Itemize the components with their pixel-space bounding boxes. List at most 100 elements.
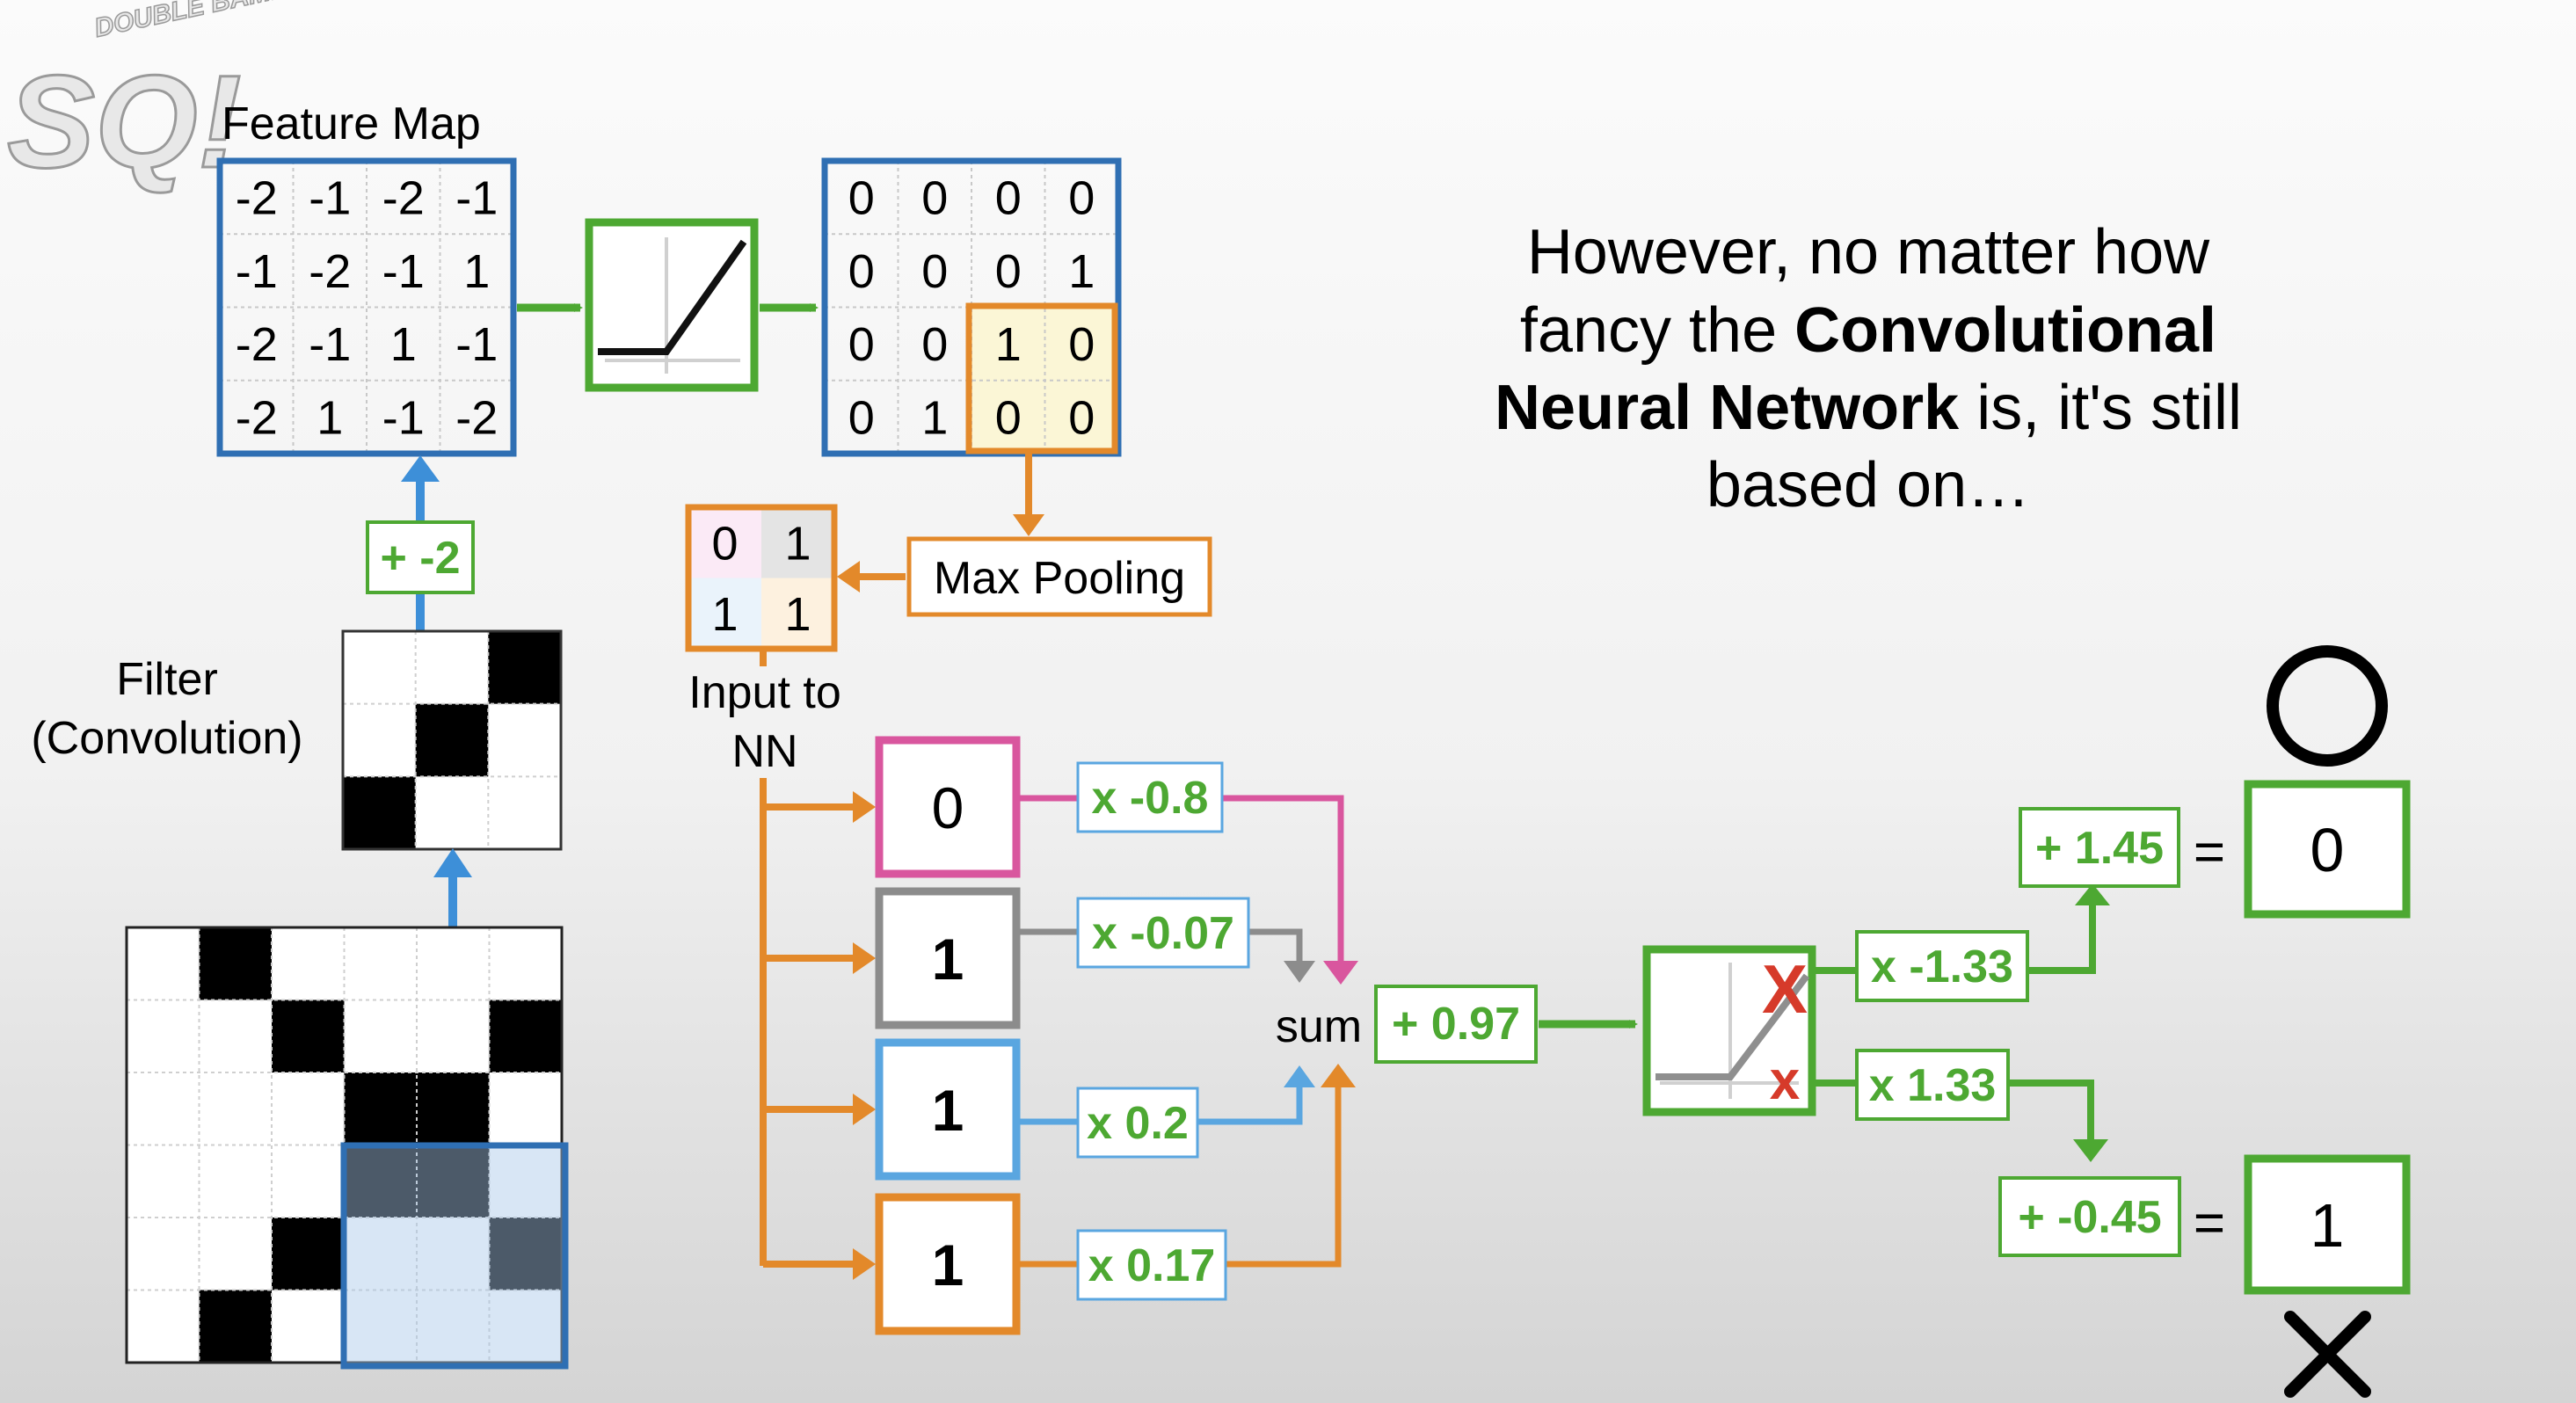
weight-connection-head [1321,1064,1356,1087]
input-nodes: 0 x -0.8 1 x -0.07 1 x 0.2 1 x 0.17 [875,736,1358,1335]
conv-bias-box [366,520,475,594]
feature-map-title: Feature Map [222,98,481,149]
input-image-pixel [489,1000,562,1072]
relu-output-cell: 0 [995,172,1022,225]
relu-output-cell: 0 [995,245,1022,298]
relu-activation-box [585,218,759,392]
arrow-window-to-filter-head [433,848,472,877]
output-weight-label-top: x -1.33 [1871,941,2013,992]
filter-grid [341,629,563,851]
letter-o-icon [2267,645,2388,767]
output-connection-top-head [2075,883,2110,905]
output-weight-box-bottom [1855,1049,2010,1121]
feature-map-cell: -2 [309,245,351,298]
weight-connection-head [1323,961,1358,985]
feature-map-cell: -2 [236,172,278,225]
feature-map-cell: -1 [309,172,351,225]
filter-pixel [415,703,489,777]
pooled-cell: 1 [711,588,738,641]
feature-map-cell: -1 [455,318,498,371]
input-weight-label: x -0.07 [1092,908,1234,959]
input-weight-label: x 0.17 [1088,1240,1216,1291]
input-image-pixel [417,1145,490,1218]
filter-border [341,629,563,851]
input-image-pixel [489,1218,562,1290]
input-node-value: 1 [932,927,964,992]
input-to-nn-line1: Input to [688,667,840,718]
input-image-pixel [272,1218,345,1290]
input-image-pixel [199,927,272,1000]
relu-output-cell: 0 [1068,391,1095,444]
feature-map-border [216,157,517,457]
arrow-up-to-feature-map-head [401,455,440,482]
input-weight-box [1076,897,1250,969]
input-image-pixel [417,1072,490,1145]
relu-output-cell: 1 [995,318,1022,371]
output-bias-box-bottom [1998,1176,2181,1257]
feature-map-cell: -1 [382,391,425,444]
pooled-cell: 0 [711,517,738,570]
input-weight-box [1076,1087,1199,1159]
sum-bias-box [1374,985,1538,1064]
relu-output-cell: 0 [848,318,875,371]
feature-map-grid: -2 -1 -2 -1 -1 -2 -1 1 -2 -1 1 -1 -2 1 -1 -2 [220,161,513,454]
relu-output-cell: 1 [1068,245,1095,298]
filter-title: Filter [116,654,218,705]
feature-map-cell: 1 [317,391,343,444]
filter-pixel [343,776,416,849]
arrow-pool-down-head [1013,514,1044,536]
feature-map-cell: -1 [455,172,498,225]
input-node-value: 1 [932,1232,964,1298]
equals-bottom: = [2194,1193,2225,1254]
pooled-border [685,504,838,652]
input-node-box [875,1038,1021,1181]
input-node-value: 0 [932,775,964,840]
headline: However, no matter how fancy the Convolu… [1495,217,2242,520]
relu-output-cell: 1 [921,391,948,444]
conv-bias-label: + -2 [380,533,460,584]
input-image-pixel [199,1290,272,1363]
relu-output-cell: 0 [848,245,875,298]
relu-output-cell: 0 [995,391,1022,444]
input-weight-label: x 0.2 [1087,1098,1189,1149]
relu-output-cell: 0 [848,391,875,444]
pooled-cell-bg [688,578,761,649]
headline-line3: Neural Network is, it's still [1495,373,2242,443]
input-branch-head [853,791,876,823]
feature-map-cell: -2 [236,318,278,371]
arrow-to-pooled-head [837,561,860,592]
output-bias-label-bottom: + -0.45 [2018,1192,2161,1243]
max-pooling-box [906,536,1212,617]
input-node-box [875,1193,1021,1335]
pooled-cell: 1 [784,588,811,641]
input-image-pixel [344,1072,417,1145]
relu-output-cell: 0 [921,318,948,371]
output-node-top [2244,780,2411,919]
input-node-value: 1 [932,1078,964,1143]
output-bias-label-top: + 1.45 [2035,823,2164,874]
pool-window-highlight [969,306,1115,451]
equals-top: = [2194,822,2225,883]
max-pooling-label: Max Pooling [934,553,1185,604]
weight-connection-head [1284,1065,1315,1087]
logo-mark: SQ! [7,47,242,195]
input-branch-head [853,1094,876,1125]
input-branches [763,791,876,1280]
input-image-pixel [272,1000,345,1072]
pooled-cell: 1 [784,517,811,570]
output-weight-box-top [1855,930,2029,1002]
output-weight-label-bottom: x 1.33 [1869,1060,1997,1111]
input-branch-head [853,942,876,974]
output-connection-bottom-head [2073,1139,2108,1162]
input-weight-label: x -0.8 [1092,773,1209,824]
headline-line4: based on… [1706,450,2030,520]
feature-map-cell: 1 [390,318,417,371]
output-bias-box-top [2019,807,2180,888]
feature-map-cell: -1 [382,245,425,298]
filter-subtitle: (Convolution) [31,713,302,764]
input-to-nn-line2: NN [731,726,797,777]
pool-window-border [965,302,1118,454]
relu-output-cell: 0 [848,172,875,225]
input-node-box [875,736,1021,878]
